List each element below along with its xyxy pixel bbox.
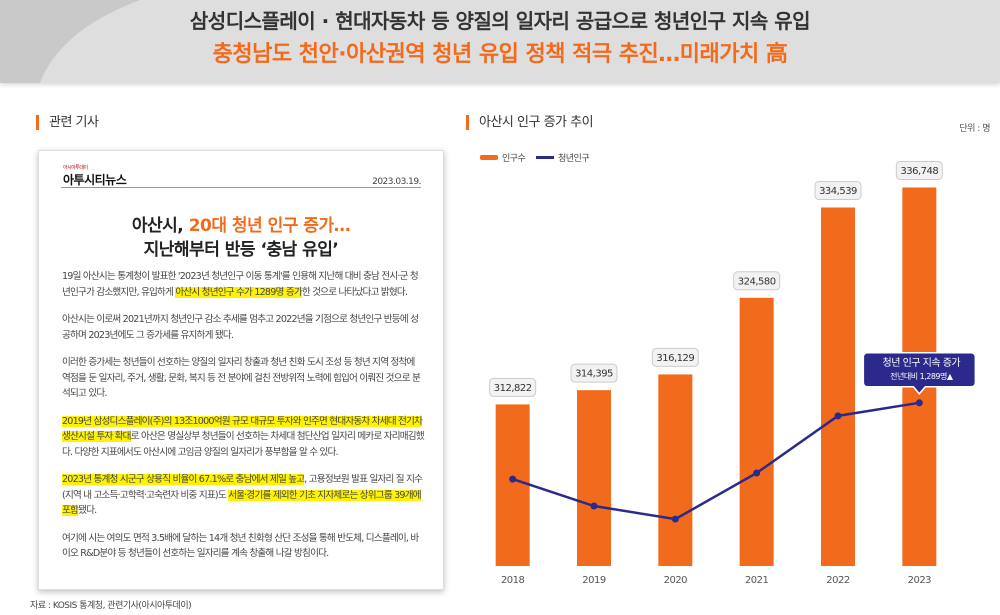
article-card: 아시아투데이 아투시티뉴스 2023.03.19. 아산시, 20대 청년 인구… bbox=[38, 150, 444, 590]
line-point bbox=[590, 502, 598, 510]
x-tick-label: 2023 bbox=[908, 575, 932, 586]
legend-label: 청년인구 bbox=[558, 153, 589, 164]
text-segment: 한 것으로 나타났다고 밝혔다. bbox=[301, 286, 408, 298]
source: 자료 : KOSIS 통계청, 관련기사(아시아투데이) bbox=[30, 601, 192, 611]
text-segment: 아산시, bbox=[131, 216, 189, 236]
article-body: 19일 아산시는 통계청이 발표한 '2023년 청년인구 이동 통계'를 인용… bbox=[62, 269, 425, 574]
text-segment: 20대 청년 인구 증가… bbox=[188, 216, 351, 236]
text-segment: 2023년 통계청 시군구 상용직 비율이 67.1%로 충남에서 제일 높고 bbox=[62, 474, 305, 485]
logo: 아투시티뉴스 bbox=[63, 173, 127, 187]
text-segment: 19일 아산시는 통계청이 발표한 '2023년 청년인구 이동 통계'를 인용… bbox=[62, 271, 419, 298]
headline-2: 지난해부터 반등 ‘충남 유입’ bbox=[143, 240, 339, 260]
paragraph: 아산시는 이로써 2021년까지 청년인구 감소 추세를 멈추고 2022년을 … bbox=[62, 312, 424, 343]
section-label: 관련 기사 bbox=[36, 115, 99, 130]
text-segment: 아산시는 이로써 2021년까지 청년인구 감소 추세를 멈추고 2022년을 … bbox=[62, 314, 419, 341]
text-segment: , 고용정보원 발표 일자리 질 지수(지역 내 고소득·고학력·고숙련자 비중… bbox=[62, 474, 423, 501]
x-tick-label: 2020 bbox=[664, 575, 688, 586]
value-label: 314,395 bbox=[575, 369, 613, 380]
value-label-box bbox=[489, 377, 537, 397]
logo-small: 아시아투데이 bbox=[63, 165, 88, 171]
bar bbox=[495, 404, 530, 566]
text-segment: 로 아산은 명실상부 청년들이 선호하는 차세대 첨단산업 일자리 메카로 자리… bbox=[62, 431, 425, 458]
bar bbox=[658, 374, 693, 566]
text-segment: 됐다. bbox=[78, 505, 97, 516]
value-label: 312,822 bbox=[494, 383, 532, 394]
text-segment: 여기에 시는 여의도 면적 3.5배에 달하는 14개 청년 친화형 산단 조성… bbox=[62, 532, 419, 560]
x-tick-label: 2021 bbox=[745, 575, 769, 586]
legend-swatch bbox=[480, 155, 498, 160]
value-label-box bbox=[814, 181, 862, 201]
value-label: 316,129 bbox=[656, 353, 694, 364]
line-point bbox=[509, 475, 517, 483]
value-label-box bbox=[895, 160, 943, 180]
chart-title: 아산시 인구 증가 추이 bbox=[466, 115, 594, 130]
header-decoration bbox=[0, 0, 140, 83]
annotation-text: 전년대비 1,289명▲ bbox=[890, 371, 954, 381]
text-segment: 이러한 증가세는 청년들이 선호하는 양질의 일자리 창출과 청년 친화 도시 … bbox=[62, 357, 421, 399]
value-label-box bbox=[733, 271, 781, 291]
line-point bbox=[915, 399, 923, 407]
x-tick-label: 2019 bbox=[582, 575, 606, 586]
divider bbox=[61, 173, 421, 188]
paragraph: 여기에 시는 여의도 면적 3.5배에 달하는 14개 청년 친화형 산단 조성… bbox=[62, 531, 424, 562]
line bbox=[512, 401, 920, 521]
paragraph: 19일 아산시는 통계청이 발표한 '2023년 청년인구 이동 통계'를 인용… bbox=[62, 269, 424, 300]
bar bbox=[821, 207, 855, 566]
unit-label: 단위 : 명 bbox=[959, 124, 990, 134]
title: 삼성디스플레이 · 현대자동차 등 양질의 일자리 공급으로 청년인구 지속 유… bbox=[189, 9, 811, 33]
text-segment: 아산시 청년인구 수가 1289명 증가 bbox=[175, 286, 303, 298]
value-label-box bbox=[651, 347, 699, 367]
annotation-title: 청년 인구 지속 증가 bbox=[883, 357, 961, 369]
value-label-box bbox=[570, 363, 618, 383]
header: 삼성디스플레이 · 현대자동차 등 양질의 일자리 공급으로 청년인구 지속 유… bbox=[0, 0, 1000, 83]
value-label: 334,539 bbox=[819, 186, 857, 197]
x-tick-label: 2022 bbox=[826, 575, 850, 586]
paragraph: 이러한 증가세는 청년들이 선호하는 양질의 일자리 창출과 청년 친화 도시 … bbox=[62, 355, 424, 402]
line-point bbox=[753, 469, 761, 477]
article-date: 2023.03.19. bbox=[372, 177, 421, 187]
value-label: 336,748 bbox=[900, 166, 938, 177]
x-tick-label: 2018 bbox=[501, 575, 525, 586]
legend-label: 인구수 bbox=[502, 153, 526, 164]
headline: 아산시, 20대 청년 인구 증가… bbox=[39, 211, 443, 236]
line-point bbox=[671, 515, 679, 523]
paragraph: 2019년 삼성디스플레이(주)의 13조1000억원 규모 대규모 투자와 인… bbox=[62, 414, 425, 461]
paragraph: 2023년 통계청 시군구 상용직 비율이 67.1%로 충남에서 제일 높고,… bbox=[62, 472, 424, 519]
subtitle: 충청남도 천안·아산권역 청년 유입 정책 적극 추진…미래가치 高 bbox=[212, 42, 788, 67]
annotation-bubble bbox=[862, 352, 977, 395]
value-label: 324,580 bbox=[738, 276, 776, 287]
bar bbox=[577, 390, 611, 566]
bar bbox=[739, 297, 774, 566]
line-point bbox=[834, 412, 842, 420]
